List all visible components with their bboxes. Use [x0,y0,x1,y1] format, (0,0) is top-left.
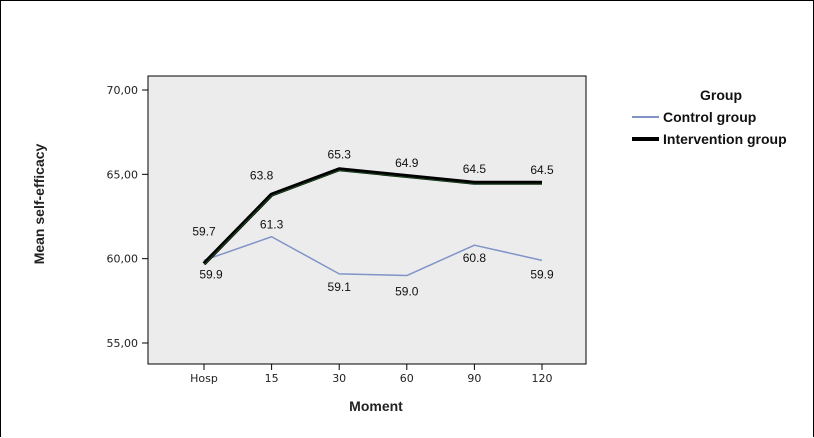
data-label: 60.8 [463,251,487,265]
y-tick-label: 70,00 [107,84,139,97]
data-labels: 59.9 61.3 59.1 59.0 60.8 59.9 59.7 63.8 65.3 64.9… [192,147,554,298]
data-label: 65.3 [328,147,352,161]
x-tick-label: 30 [332,372,346,385]
data-label: 59.9 [530,267,554,281]
series-line-intervention-group [202,167,542,266]
legend: Group Control group Intervention group [632,87,787,147]
data-label: 64.5 [530,163,554,177]
data-label: 63.8 [250,169,274,183]
y-tick-label: 65,00 [107,168,139,181]
x-axis: Hosp 15 30 60 90 120 [190,364,553,385]
y-axis: 55,00 60,00 65,00 70,00 [107,84,148,350]
x-tick-label: 15 [265,372,279,385]
data-label: 64.9 [395,156,419,170]
series-line-control-group [203,235,543,277]
y-tick-label: 60,00 [107,253,139,266]
x-tick-label: 120 [532,372,553,385]
legend-label-intervention-group: Intervention group [663,131,787,147]
data-label: 59.1 [328,280,352,294]
plot-area [147,75,587,365]
legend-title: Group [700,87,742,103]
y-tick-label: 55,00 [107,337,139,350]
series-line-edge [203,170,542,266]
x-tick-label: Hosp [190,372,218,385]
x-tick-label: 90 [467,372,481,385]
x-tick-label: 60 [400,372,414,385]
data-label: 64.5 [463,162,487,176]
data-label: 61.3 [260,218,284,232]
data-label: 59.7 [192,225,216,239]
y-axis-title: Mean self-efficacy [31,143,47,264]
legend-label-control-group: Control group [663,109,756,125]
data-label: 59.0 [395,285,419,299]
data-label: 59.9 [199,267,223,281]
series-layer [202,167,543,277]
x-axis-title: Moment [349,398,403,414]
